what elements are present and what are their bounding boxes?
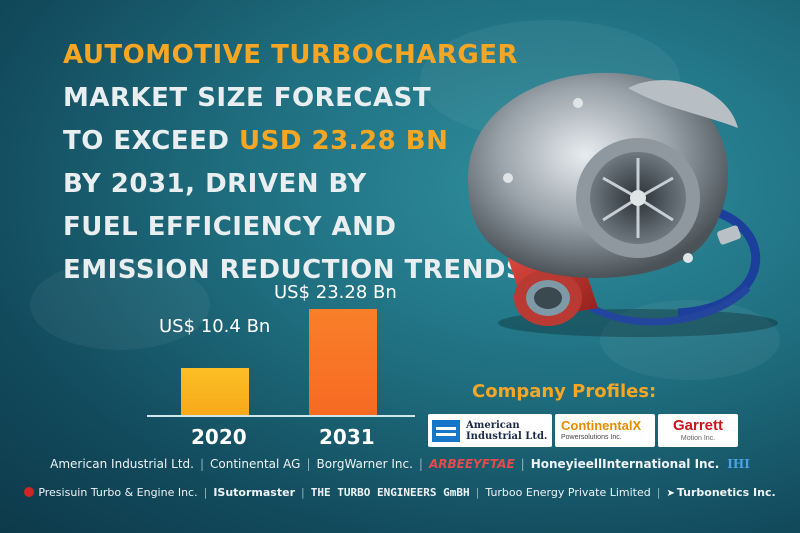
company-continental: Continental AG [210,457,301,471]
turbocharger-illustration [468,72,778,337]
company-turbonetics-name: Turbonetics Inc. [676,486,776,499]
arrow-icon: ➤ [666,488,675,499]
continental-logo-sub: Powersolutions Inc. [561,434,622,441]
separator: | [418,457,423,471]
garrett-logo-name: Garrett [672,417,724,434]
x-tick-2031: 2031 [319,425,375,449]
company-list-row-1: American Industrial Ltd. | Continental A… [0,457,800,471]
bar-value-label-2020: US$ 10.4 Bn [159,316,271,337]
continental-logo-name: ContinentalX [561,418,642,433]
company-borgwarner: BorgWarner Inc. [316,457,413,471]
headline-line-4: BY 2031, DRIVEN BY [63,169,367,199]
garrett-logo-sub: Motion Inc. [680,435,716,442]
company-isutormaster: ISutormaster [213,486,295,499]
headline-line-2: MARKET SIZE FORECAST [63,83,432,113]
map-shape [30,260,210,350]
ail-logo-line1: American [466,419,520,431]
american-industrial-logo-text: American Industrial Ltd. [466,420,547,442]
headline-line-3: TO EXCEED USD 23.28 BN [63,120,525,163]
company-american-industrial: American Industrial Ltd. [50,457,194,471]
headline-line-5: FUEL EFFICIENCY AND [63,212,397,242]
american-industrial-mark-icon [432,419,460,442]
headline-line-3-prefix: TO EXCEED [63,126,240,156]
company-turboo-energy: Turboo Energy Private Limited [485,486,651,499]
continental-logo: ContinentalX Powersolutions Inc. [555,414,655,447]
headline-line-6: EMISSION REDUCTION TRENDS [63,255,526,285]
company-profiles-title: Company Profiles: [472,381,657,402]
company-turbonetics: ➤ Turbonetics Inc. [662,486,779,499]
company-turbo-engineers: THE TURBO ENGINEERS GmBH [310,486,470,499]
x-tick-2020: 2020 [191,425,247,449]
separator: | [203,486,208,499]
flag-icon [24,487,35,497]
headline: AUTOMOTIVE TURBOCHARGER MARKET SIZE FORE… [63,34,525,292]
chart-baseline [147,415,415,417]
separator: | [301,486,305,499]
garrett-logo: Garrett Motion Inc. [658,414,738,447]
bar-2020 [181,368,249,415]
headline-forecast-value: USD 23.28 BN [239,126,449,156]
ail-logo-line2: Industrial Ltd. [466,430,548,442]
separator: | [520,457,525,471]
separator: | [656,486,661,499]
company-arbeeyftae: ARBEEYFTAE [428,457,515,471]
headline-line-1: AUTOMOTIVE TURBOCHARGER [63,40,518,70]
company-honeywell: HoneyieellInternational Inc. [530,457,720,471]
separator: | [475,486,480,499]
company-presisuin: Presisuin Turbo & Engine Inc. [20,486,201,499]
company-presisuin-name: Presisuin Turbo & Engine Inc. [38,486,198,499]
company-list-row-2: Presisuin Turbo & Engine Inc. | ISutorma… [0,486,800,499]
company-logo-strip: American Industrial Ltd. ContinentalX Po… [428,414,742,447]
american-industrial-logo: American Industrial Ltd. [428,414,552,447]
company-ihi: IHI [727,457,750,471]
bar-value-label-2031: US$ 23.28 Bn [274,282,397,303]
separator: | [199,457,205,471]
separator: | [306,457,311,471]
bar-2031 [309,309,377,415]
